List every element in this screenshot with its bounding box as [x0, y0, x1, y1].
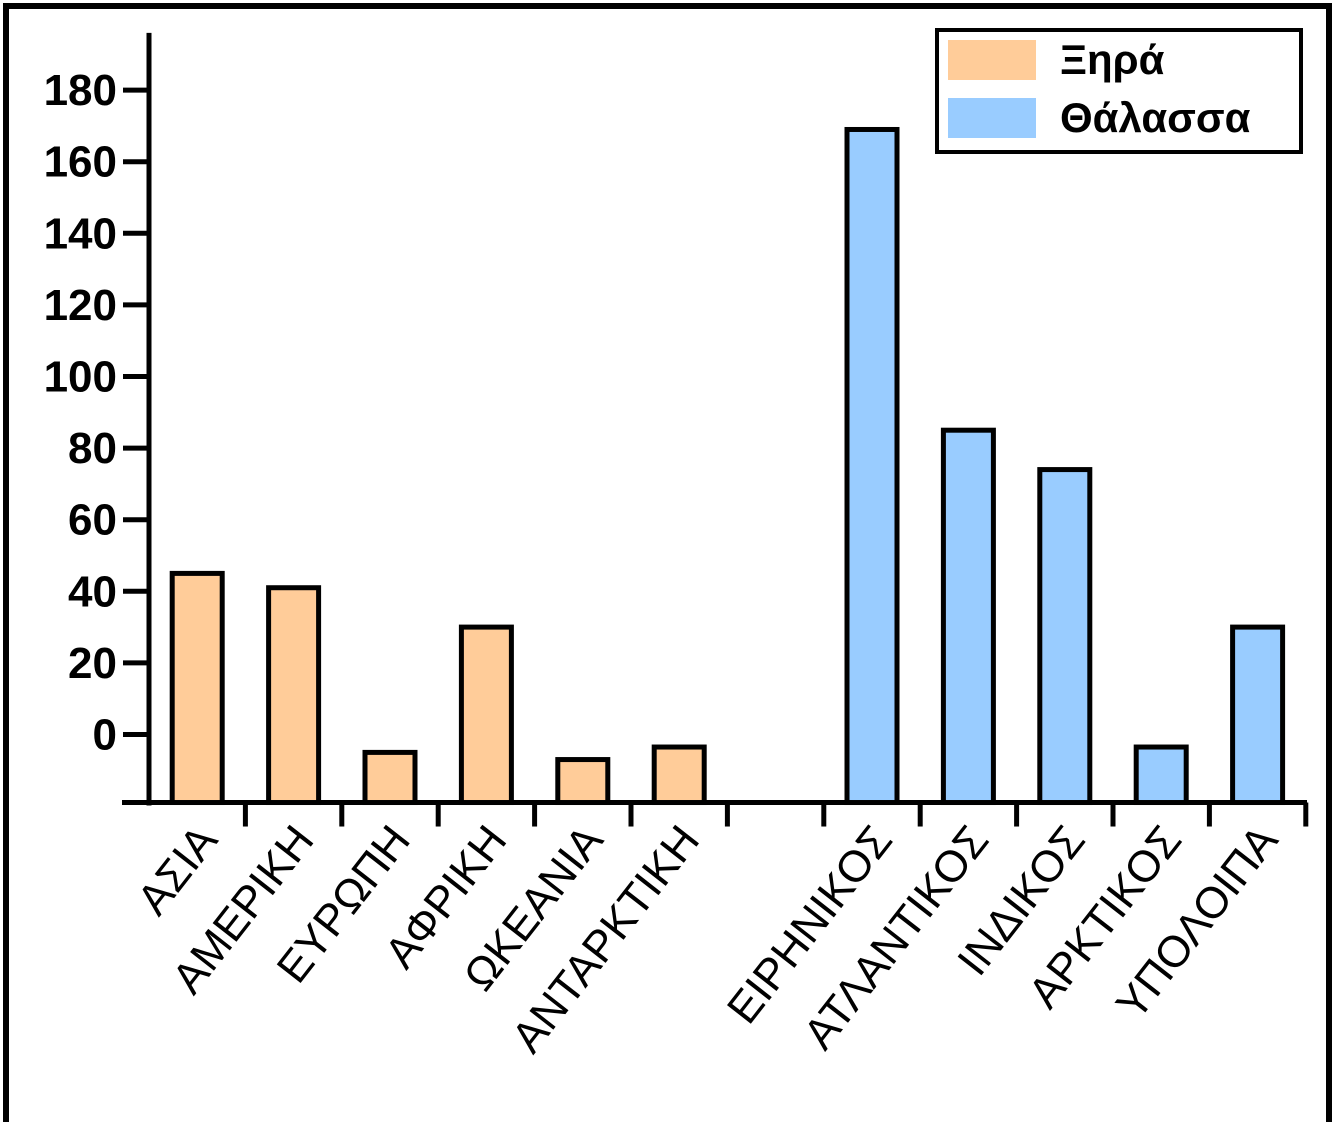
bar-land [266, 585, 322, 806]
y-tick-label: 0 [93, 711, 117, 760]
bars [169, 126, 1286, 806]
bar-sea [1037, 467, 1093, 806]
bar-land [169, 570, 225, 806]
bar-sea [1230, 624, 1286, 806]
y-tick-label: 140 [44, 209, 117, 258]
bar-sea [1133, 744, 1189, 806]
y-tick-label: 100 [44, 353, 117, 402]
chart-frame [3, 3, 1332, 1122]
y-axis: 0 20 40 60 80 100 120 140 160 180 [44, 32, 152, 806]
legend: Ξηρά Θάλασσα [935, 28, 1303, 154]
y-tick-label: 60 [68, 496, 117, 545]
legend-label: Ξηρά [1060, 36, 1165, 83]
y-tick-label: 40 [68, 567, 117, 616]
legend-swatch [948, 40, 1036, 80]
y-tick-label: 20 [68, 639, 117, 688]
legend-swatch [948, 98, 1036, 138]
y-tick-label: 180 [44, 66, 117, 115]
bar-land [362, 749, 418, 806]
y-tick-label: 160 [44, 138, 117, 187]
y-tick-label: 120 [44, 281, 117, 330]
x-axis [122, 800, 1309, 827]
bar-sea [940, 427, 996, 806]
bar-land [458, 624, 514, 806]
legend-label: Θάλασσα [1060, 94, 1251, 141]
bar-land [555, 757, 611, 806]
category-labels: ΑΣΙΑΑΜΕΡΙΚΗΕΥΡΩΠΗΑΦΡΙΚΗΩΚΕΑΝΙΑΑΝΤΑΡΚΤΙΚΗ… [128, 816, 1288, 1062]
bar-land [651, 744, 707, 806]
bar-sea [844, 126, 900, 806]
y-tick-label: 80 [68, 424, 117, 473]
